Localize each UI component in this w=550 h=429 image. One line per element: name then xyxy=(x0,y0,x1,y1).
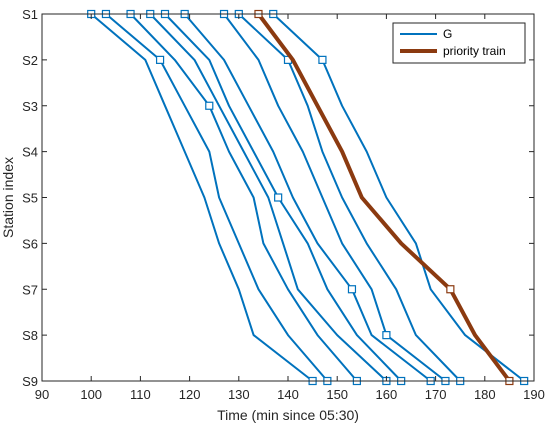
x-tick-label: 140 xyxy=(277,387,299,402)
x-tick-label: 120 xyxy=(179,387,201,402)
g-train-line xyxy=(90,13,314,382)
x-tick-label: 160 xyxy=(376,387,398,402)
series-layer xyxy=(87,9,529,386)
x-tick-label: 100 xyxy=(80,387,102,402)
x-tick-label: 130 xyxy=(228,387,250,402)
g-train-line xyxy=(238,13,461,382)
g-train-marker xyxy=(382,331,391,340)
legend-box xyxy=(392,22,526,64)
y-tick-label: S8 xyxy=(22,328,38,343)
legend-label-priority-train: priority train xyxy=(443,44,506,58)
g-train-line xyxy=(129,13,358,382)
y-tick-label: S3 xyxy=(22,99,38,114)
y-tick-label: S7 xyxy=(22,282,38,297)
g-train-marker xyxy=(274,193,283,202)
g-train-marker xyxy=(318,55,327,64)
x-axis-title: Time (min since 05:30) xyxy=(217,407,359,423)
x-tick-label: 190 xyxy=(523,387,545,402)
legend: G priority train xyxy=(392,22,526,64)
x-tick-label: 170 xyxy=(425,387,447,402)
g-train-line xyxy=(149,13,388,382)
priority-train-marker xyxy=(446,285,455,294)
g-train-marker xyxy=(347,285,357,294)
x-tick-label: 90 xyxy=(35,387,49,402)
y-tick-label: S6 xyxy=(22,236,38,251)
x-tick-label: 110 xyxy=(130,387,151,402)
g-train-marker xyxy=(155,55,165,64)
y-tick-label: S2 xyxy=(22,53,38,68)
x-tick-label: 150 xyxy=(326,387,348,402)
legend-label-g: G xyxy=(443,27,452,41)
plot-background xyxy=(42,14,534,381)
y-tick-label: S1 xyxy=(22,7,38,22)
priority-train-line xyxy=(256,12,512,383)
x-tick-label: 180 xyxy=(474,387,496,402)
g-train-line xyxy=(183,13,432,382)
y-tick-label: S5 xyxy=(22,191,38,206)
y-tick-label: S9 xyxy=(22,374,38,389)
g-train-line xyxy=(272,13,525,382)
g-train-line xyxy=(223,13,447,382)
y-axis-title: Station index xyxy=(0,157,16,238)
axes-layer: 90 100 110 120 130 140 150 160 170 180 190 S1 S2 S3 S4… xyxy=(22,7,545,402)
g-train-line xyxy=(105,13,329,382)
g-train-marker xyxy=(205,101,214,110)
y-tick-label: S4 xyxy=(22,145,38,160)
